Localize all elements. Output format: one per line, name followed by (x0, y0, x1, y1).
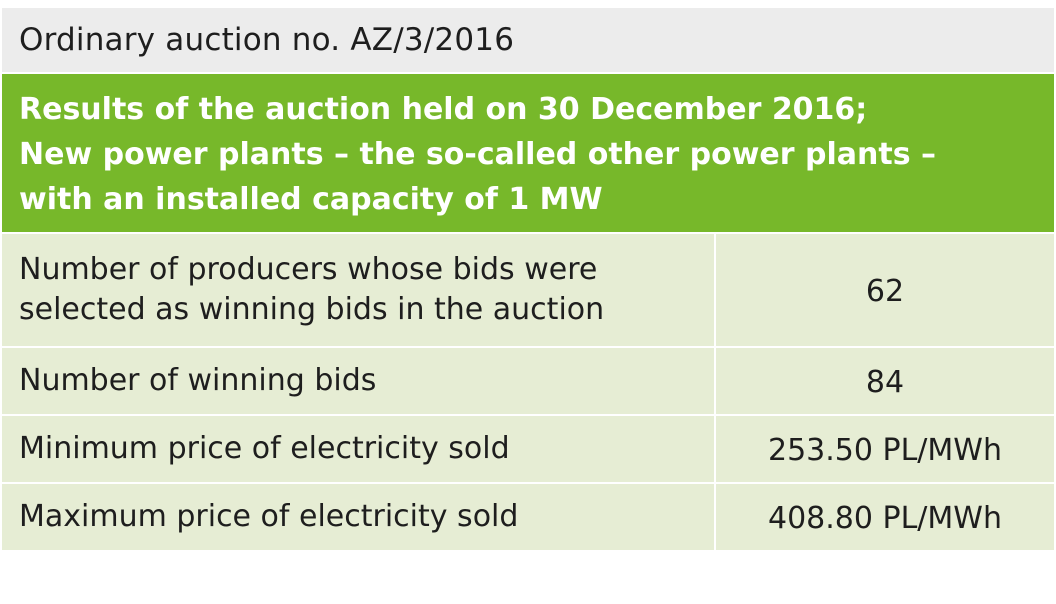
table-row: Number of winning bids 84 (2, 346, 1054, 414)
row-label-line: selected as winning bids in the auction (19, 292, 605, 327)
row-label-line: Number of producers whose bids were (19, 252, 598, 287)
row-label-line: Number of winning bids (19, 363, 377, 398)
table-header: Results of the auction held on 30 Decemb… (2, 74, 1054, 232)
row-value: 62 (865, 273, 905, 309)
row-value: 253.50 PL/MWh (768, 432, 1002, 468)
auction-results-table: Ordinary auction no. AZ/3/2016 Results o… (2, 8, 1054, 550)
row-label: Number of winning bids (2, 348, 716, 414)
table-row: Maximum price of electricity sold 408.80… (2, 482, 1054, 550)
row-label-line: Maximum price of electricity sold (19, 499, 519, 534)
row-value: 84 (865, 364, 905, 400)
table-row: Minimum price of electricity sold 253.50… (2, 414, 1054, 482)
header-line: New power plants – the so-called other p… (19, 137, 936, 172)
table-row: Number of producers whose bids were sele… (2, 232, 1054, 346)
divider (2, 72, 1054, 74)
row-label: Minimum price of electricity sold (2, 416, 716, 482)
row-value: 408.80 PL/MWh (768, 500, 1002, 536)
row-label: Maximum price of electricity sold (2, 484, 716, 550)
table-title: Ordinary auction no. AZ/3/2016 (2, 8, 1054, 72)
row-label-line: Minimum price of electricity sold (19, 431, 510, 466)
header-line: with an installed capacity of 1 MW (19, 182, 603, 217)
row-label: Number of producers whose bids were sele… (2, 234, 716, 346)
header-line: Results of the auction held on 30 Decemb… (19, 92, 868, 127)
